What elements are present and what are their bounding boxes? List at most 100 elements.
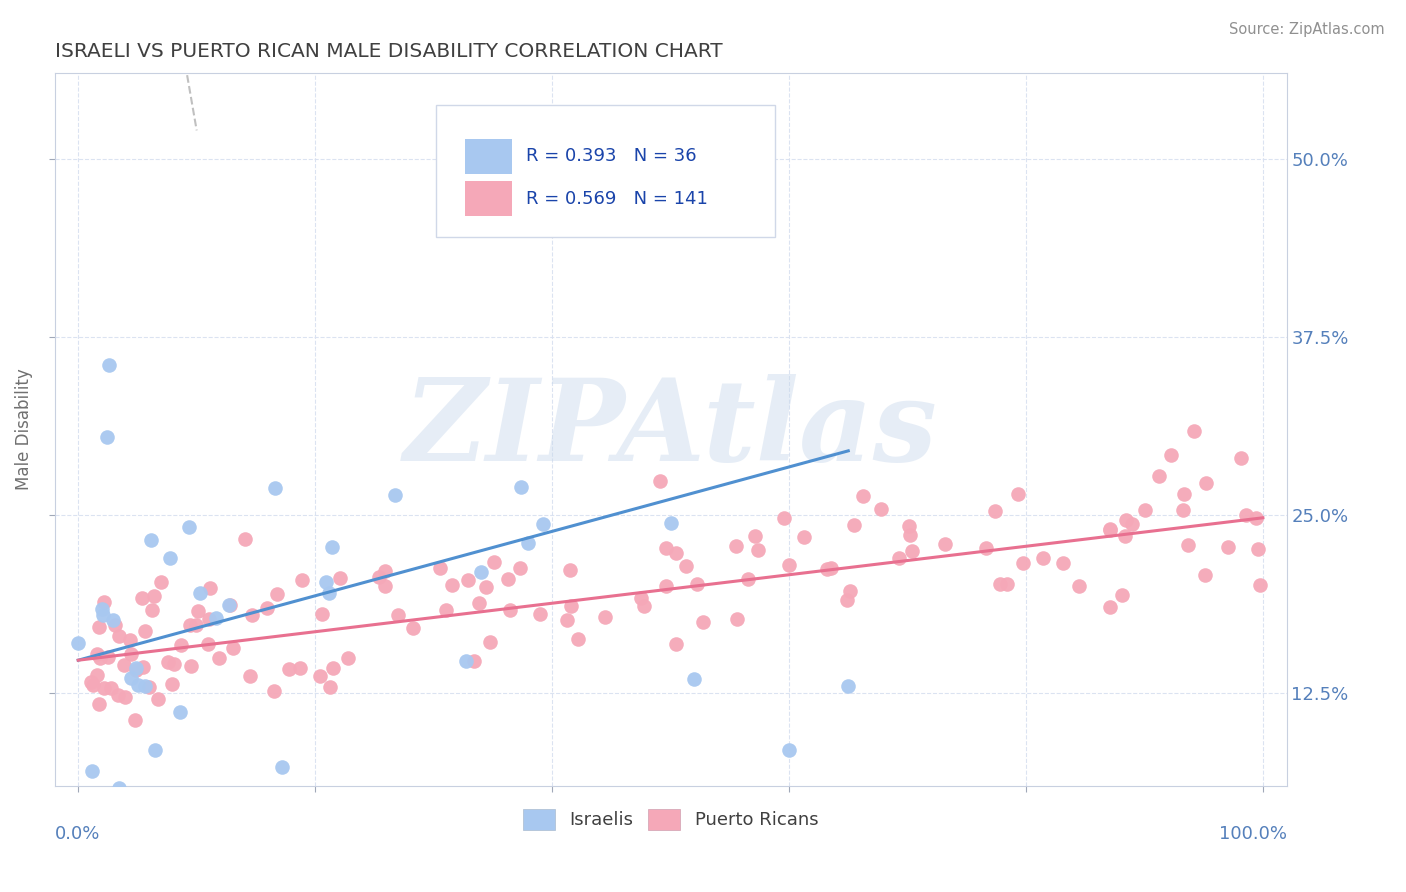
Point [198, 582, 221, 596]
Point [456, 654, 478, 668]
Point [724, 540, 747, 554]
Text: ISRAELI VS PUERTO RICAN MALE DISABILITY CORRELATION CHART: ISRAELI VS PUERTO RICAN MALE DISABILITY … [55, 42, 723, 61]
Point [434, 603, 457, 617]
Point [474, 580, 496, 594]
Point [141, 533, 163, 547]
Point [842, 517, 865, 532]
Point [311, 607, 333, 621]
Point [368, 569, 391, 583]
Point [187, 604, 209, 618]
Text: R = 0.569   N = 141: R = 0.569 N = 141 [526, 190, 709, 208]
Point [141, 603, 163, 617]
Point [169, 706, 191, 720]
Point [1173, 487, 1195, 501]
Point [256, 601, 278, 615]
Point [555, 613, 578, 627]
Point [692, 615, 714, 629]
Point [1216, 540, 1239, 554]
Point [1147, 469, 1170, 483]
Point [107, 688, 129, 702]
Point [665, 546, 688, 560]
Point [1115, 513, 1137, 527]
Point [1114, 529, 1136, 543]
Point [86, 647, 108, 661]
Bar [465, 181, 512, 216]
Point [387, 607, 409, 622]
Point [112, 658, 135, 673]
Point [737, 573, 759, 587]
Point [132, 660, 155, 674]
Point [633, 599, 655, 613]
Point [510, 480, 533, 494]
Point [240, 607, 263, 622]
Point [897, 518, 920, 533]
Point [204, 611, 226, 625]
Point [180, 659, 202, 673]
Point [1069, 579, 1091, 593]
Point [266, 587, 288, 601]
Point [839, 584, 862, 599]
Point [271, 760, 294, 774]
Point [125, 663, 148, 677]
Point [887, 550, 910, 565]
Point [778, 558, 800, 572]
Point [463, 654, 485, 668]
Point [207, 650, 229, 665]
Point [1098, 523, 1121, 537]
Point [1099, 522, 1122, 536]
Point [1099, 600, 1122, 615]
Point [1195, 475, 1218, 490]
Point [157, 656, 180, 670]
Point [93, 595, 115, 609]
Point [373, 579, 395, 593]
Point [820, 560, 842, 574]
Point [793, 530, 815, 544]
Point [1160, 448, 1182, 462]
Point [118, 633, 141, 648]
Point [974, 541, 997, 555]
Point [97, 359, 120, 373]
Point [87, 620, 110, 634]
Point [509, 561, 531, 575]
Point [467, 596, 489, 610]
Point [91, 607, 114, 622]
Point [496, 572, 519, 586]
Point [103, 613, 125, 627]
Point [517, 536, 540, 550]
Point [1247, 542, 1270, 557]
Point [531, 516, 554, 531]
Point [100, 681, 122, 696]
Point [159, 550, 181, 565]
Point [683, 672, 706, 686]
Point [1135, 503, 1157, 517]
Point [470, 565, 492, 579]
Point [222, 640, 245, 655]
Point [146, 692, 169, 706]
Point [1012, 556, 1035, 570]
Point [984, 503, 1007, 517]
Text: 0.0%: 0.0% [55, 825, 100, 843]
Legend: Israelis, Puerto Ricans: Israelis, Puerto Ricans [516, 802, 825, 837]
Point [529, 607, 551, 622]
Point [143, 743, 166, 757]
Point [773, 511, 796, 525]
Point [318, 586, 340, 600]
Point [108, 781, 131, 796]
Point [429, 561, 451, 575]
Point [744, 529, 766, 543]
Point [309, 669, 332, 683]
Point [80, 798, 103, 813]
Point [1230, 451, 1253, 466]
Point [747, 543, 769, 558]
Point [1052, 556, 1074, 570]
Point [104, 618, 127, 632]
Point [86, 668, 108, 682]
Point [630, 591, 652, 605]
Point [837, 679, 859, 693]
Point [134, 679, 156, 693]
Point [1111, 588, 1133, 602]
Text: R = 0.393   N = 36: R = 0.393 N = 36 [526, 147, 697, 165]
Point [988, 576, 1011, 591]
Point [114, 690, 136, 705]
Point [263, 684, 285, 698]
